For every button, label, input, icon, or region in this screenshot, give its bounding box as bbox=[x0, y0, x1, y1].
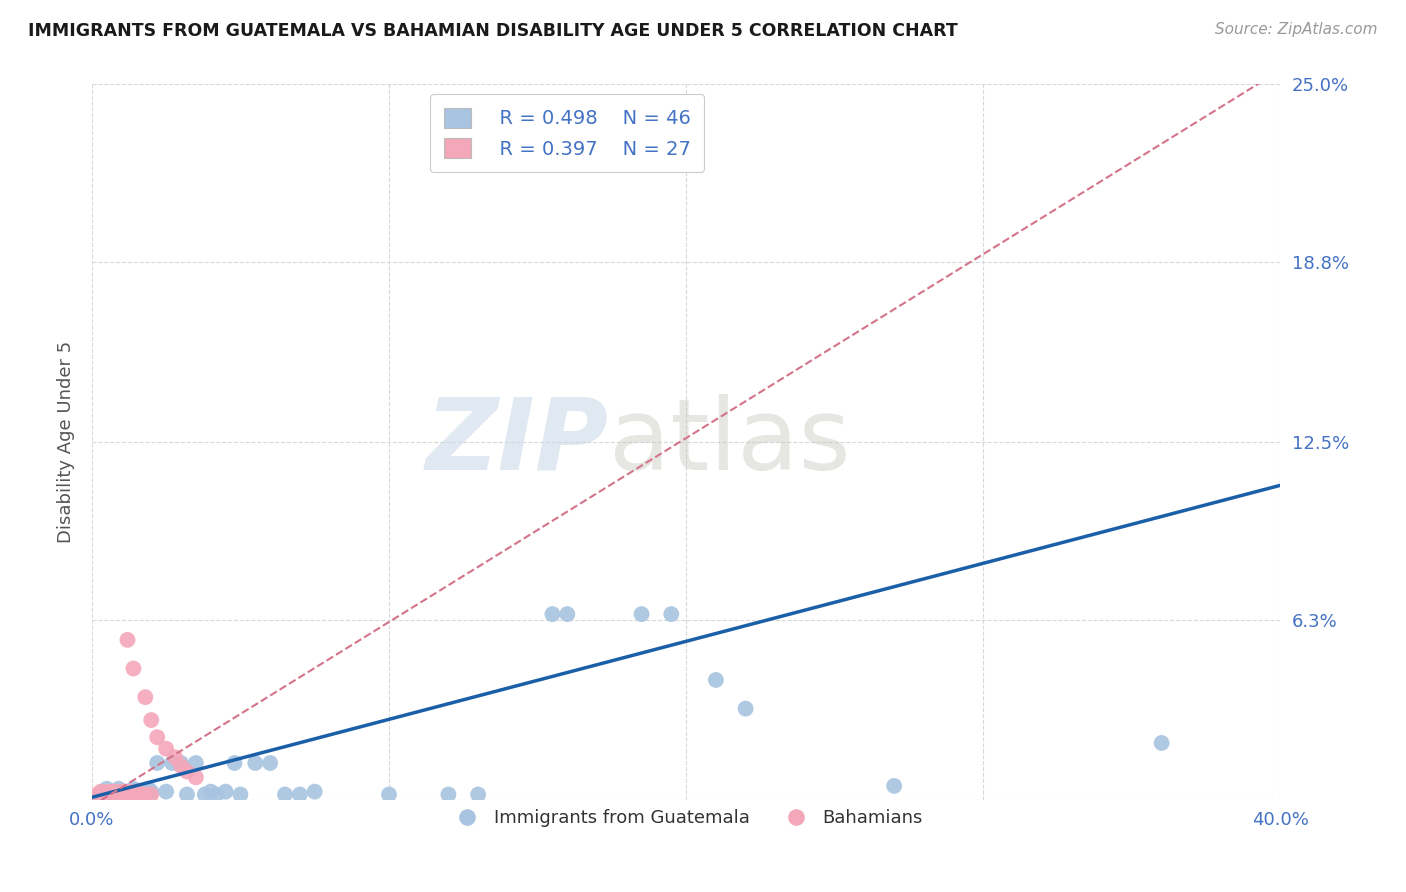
Point bbox=[155, 784, 177, 798]
Point bbox=[110, 788, 132, 802]
Point bbox=[160, 756, 183, 770]
Point bbox=[117, 784, 139, 798]
Point bbox=[128, 788, 150, 802]
Point bbox=[288, 788, 311, 802]
Point bbox=[122, 661, 145, 675]
Point bbox=[176, 764, 198, 779]
Point bbox=[122, 788, 145, 802]
Point bbox=[630, 607, 652, 621]
Point bbox=[125, 784, 148, 798]
Point bbox=[259, 756, 281, 770]
Point bbox=[146, 730, 169, 744]
Point bbox=[93, 784, 115, 798]
Y-axis label: Disability Age Under 5: Disability Age Under 5 bbox=[58, 342, 75, 543]
Point bbox=[93, 788, 115, 802]
Point bbox=[304, 784, 326, 798]
Point bbox=[200, 784, 222, 798]
Point bbox=[205, 788, 228, 802]
Text: atlas: atlas bbox=[609, 394, 851, 491]
Point bbox=[122, 781, 145, 796]
Point bbox=[437, 788, 460, 802]
Point bbox=[101, 784, 124, 798]
Point bbox=[467, 788, 489, 802]
Point bbox=[110, 784, 132, 798]
Point bbox=[117, 788, 139, 802]
Point bbox=[704, 673, 727, 687]
Point bbox=[104, 788, 127, 802]
Point bbox=[136, 781, 159, 796]
Point bbox=[104, 788, 127, 802]
Point bbox=[90, 788, 112, 802]
Point bbox=[170, 759, 193, 773]
Point bbox=[98, 788, 121, 802]
Point bbox=[176, 788, 198, 802]
Point bbox=[224, 756, 246, 770]
Point bbox=[120, 784, 142, 798]
Point bbox=[146, 756, 169, 770]
Point bbox=[134, 788, 156, 802]
Point bbox=[378, 788, 401, 802]
Point bbox=[117, 632, 139, 647]
Point bbox=[141, 713, 163, 727]
Point bbox=[541, 607, 564, 621]
Text: Source: ZipAtlas.com: Source: ZipAtlas.com bbox=[1215, 22, 1378, 37]
Point bbox=[131, 784, 153, 798]
Text: IMMIGRANTS FROM GUATEMALA VS BAHAMIAN DISABILITY AGE UNDER 5 CORRELATION CHART: IMMIGRANTS FROM GUATEMALA VS BAHAMIAN DI… bbox=[28, 22, 957, 40]
Point bbox=[184, 756, 207, 770]
Point bbox=[96, 781, 118, 796]
Point bbox=[114, 788, 136, 802]
Point bbox=[114, 784, 136, 798]
Point bbox=[125, 784, 148, 798]
Point bbox=[134, 690, 156, 705]
Point bbox=[141, 788, 163, 802]
Text: ZIP: ZIP bbox=[426, 394, 609, 491]
Point bbox=[883, 779, 905, 793]
Point bbox=[98, 788, 121, 802]
Point bbox=[90, 784, 112, 798]
Legend: Immigrants from Guatemala, Bahamians: Immigrants from Guatemala, Bahamians bbox=[441, 802, 931, 834]
Point bbox=[155, 741, 177, 756]
Point bbox=[141, 784, 163, 798]
Point bbox=[229, 788, 252, 802]
Point bbox=[1150, 736, 1173, 750]
Point bbox=[245, 756, 267, 770]
Point bbox=[96, 784, 118, 798]
Point bbox=[734, 701, 756, 715]
Point bbox=[659, 607, 682, 621]
Point bbox=[555, 607, 578, 621]
Point bbox=[170, 756, 193, 770]
Point bbox=[165, 750, 187, 764]
Point bbox=[194, 788, 217, 802]
Point bbox=[107, 784, 129, 798]
Point bbox=[87, 788, 110, 802]
Point bbox=[107, 781, 129, 796]
Point bbox=[274, 788, 297, 802]
Point bbox=[120, 788, 142, 802]
Point bbox=[214, 784, 236, 798]
Point bbox=[134, 788, 156, 802]
Point bbox=[128, 788, 150, 802]
Point bbox=[184, 770, 207, 784]
Point bbox=[101, 784, 124, 798]
